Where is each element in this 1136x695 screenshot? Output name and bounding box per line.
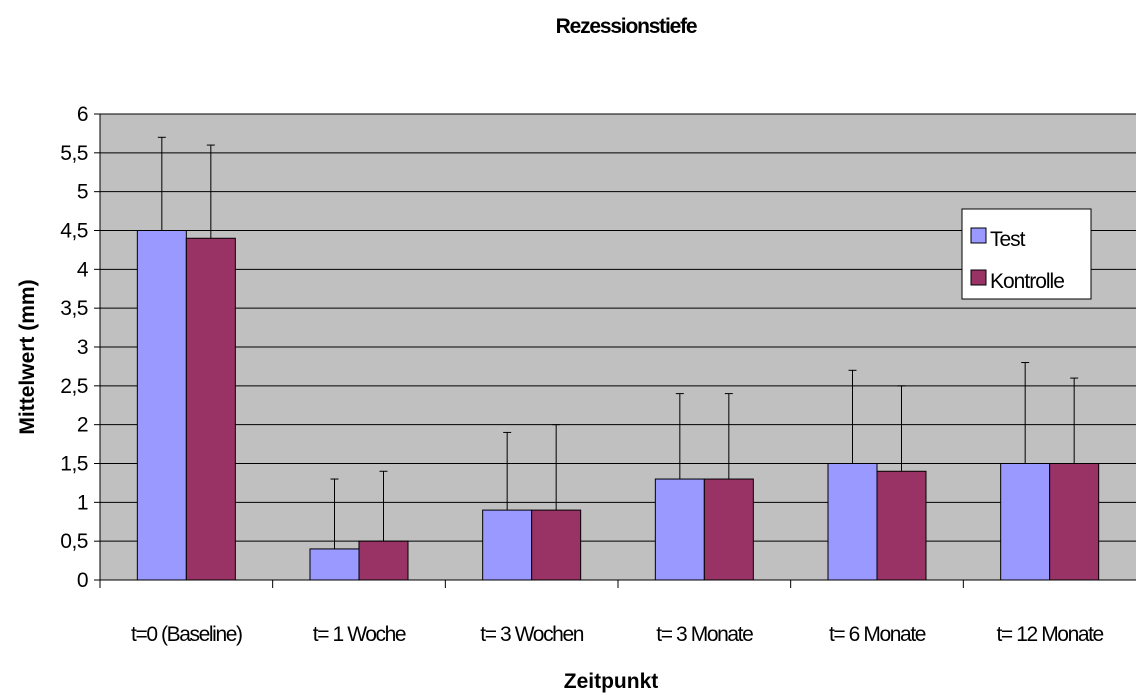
y-tick-label: 6 [77, 103, 88, 126]
bar [309, 548, 360, 581]
x-tick-label: t= 1 Woche [313, 623, 406, 646]
y-tick-label: 0,5 [60, 530, 88, 553]
bar [358, 540, 409, 581]
chart-title: Rezessionstiefe [556, 15, 697, 38]
y-tick-label: 2,5 [60, 375, 88, 398]
y-tick-label: 2 [77, 414, 88, 437]
bar [1049, 463, 1100, 581]
y-tick-label: 1,5 [60, 453, 88, 476]
bar [531, 509, 582, 581]
legend: Test Kontrolle [961, 208, 1092, 300]
y-tick-label: 4 [77, 258, 89, 281]
bar [654, 478, 705, 581]
legend-label: Test [990, 228, 1026, 251]
y-tick-label: 3 [77, 336, 88, 359]
bar [827, 463, 878, 581]
x-tick-label: t= 12 Monate [996, 623, 1103, 646]
y-axis-title: Mittelwert (mm) [16, 279, 39, 434]
bar [185, 237, 236, 581]
y-tick-label: 5 [77, 181, 88, 204]
y-tick-label: 3,5 [60, 297, 88, 320]
bar [482, 509, 533, 581]
legend-swatch [970, 269, 987, 286]
y-tick-label: 4,5 [60, 220, 88, 243]
x-axis-title: Zeitpunkt [564, 670, 659, 693]
x-tick-label: t=0 (Baseline) [131, 623, 242, 646]
plot-area: 0 0,5 1 1,5 2 2,5 3 3,5 4 4,5 5 5,5 6 t=0 (Baseline) t… [60, 103, 1136, 646]
bar [876, 470, 927, 581]
x-tick-label: t= 6 Monate [829, 623, 926, 646]
bar [1000, 463, 1051, 581]
x-tick-label: t= 3 Monate [656, 623, 753, 646]
y-tick-label: 1 [77, 491, 88, 514]
y-tick-label: 0 [77, 569, 88, 592]
legend-label: Kontrolle [990, 270, 1064, 293]
y-tick-label: 5,5 [60, 142, 88, 165]
bar [136, 230, 187, 581]
x-tick-label: t= 3 Wochen [480, 623, 583, 646]
legend-swatch [970, 227, 987, 244]
bar [703, 478, 754, 581]
